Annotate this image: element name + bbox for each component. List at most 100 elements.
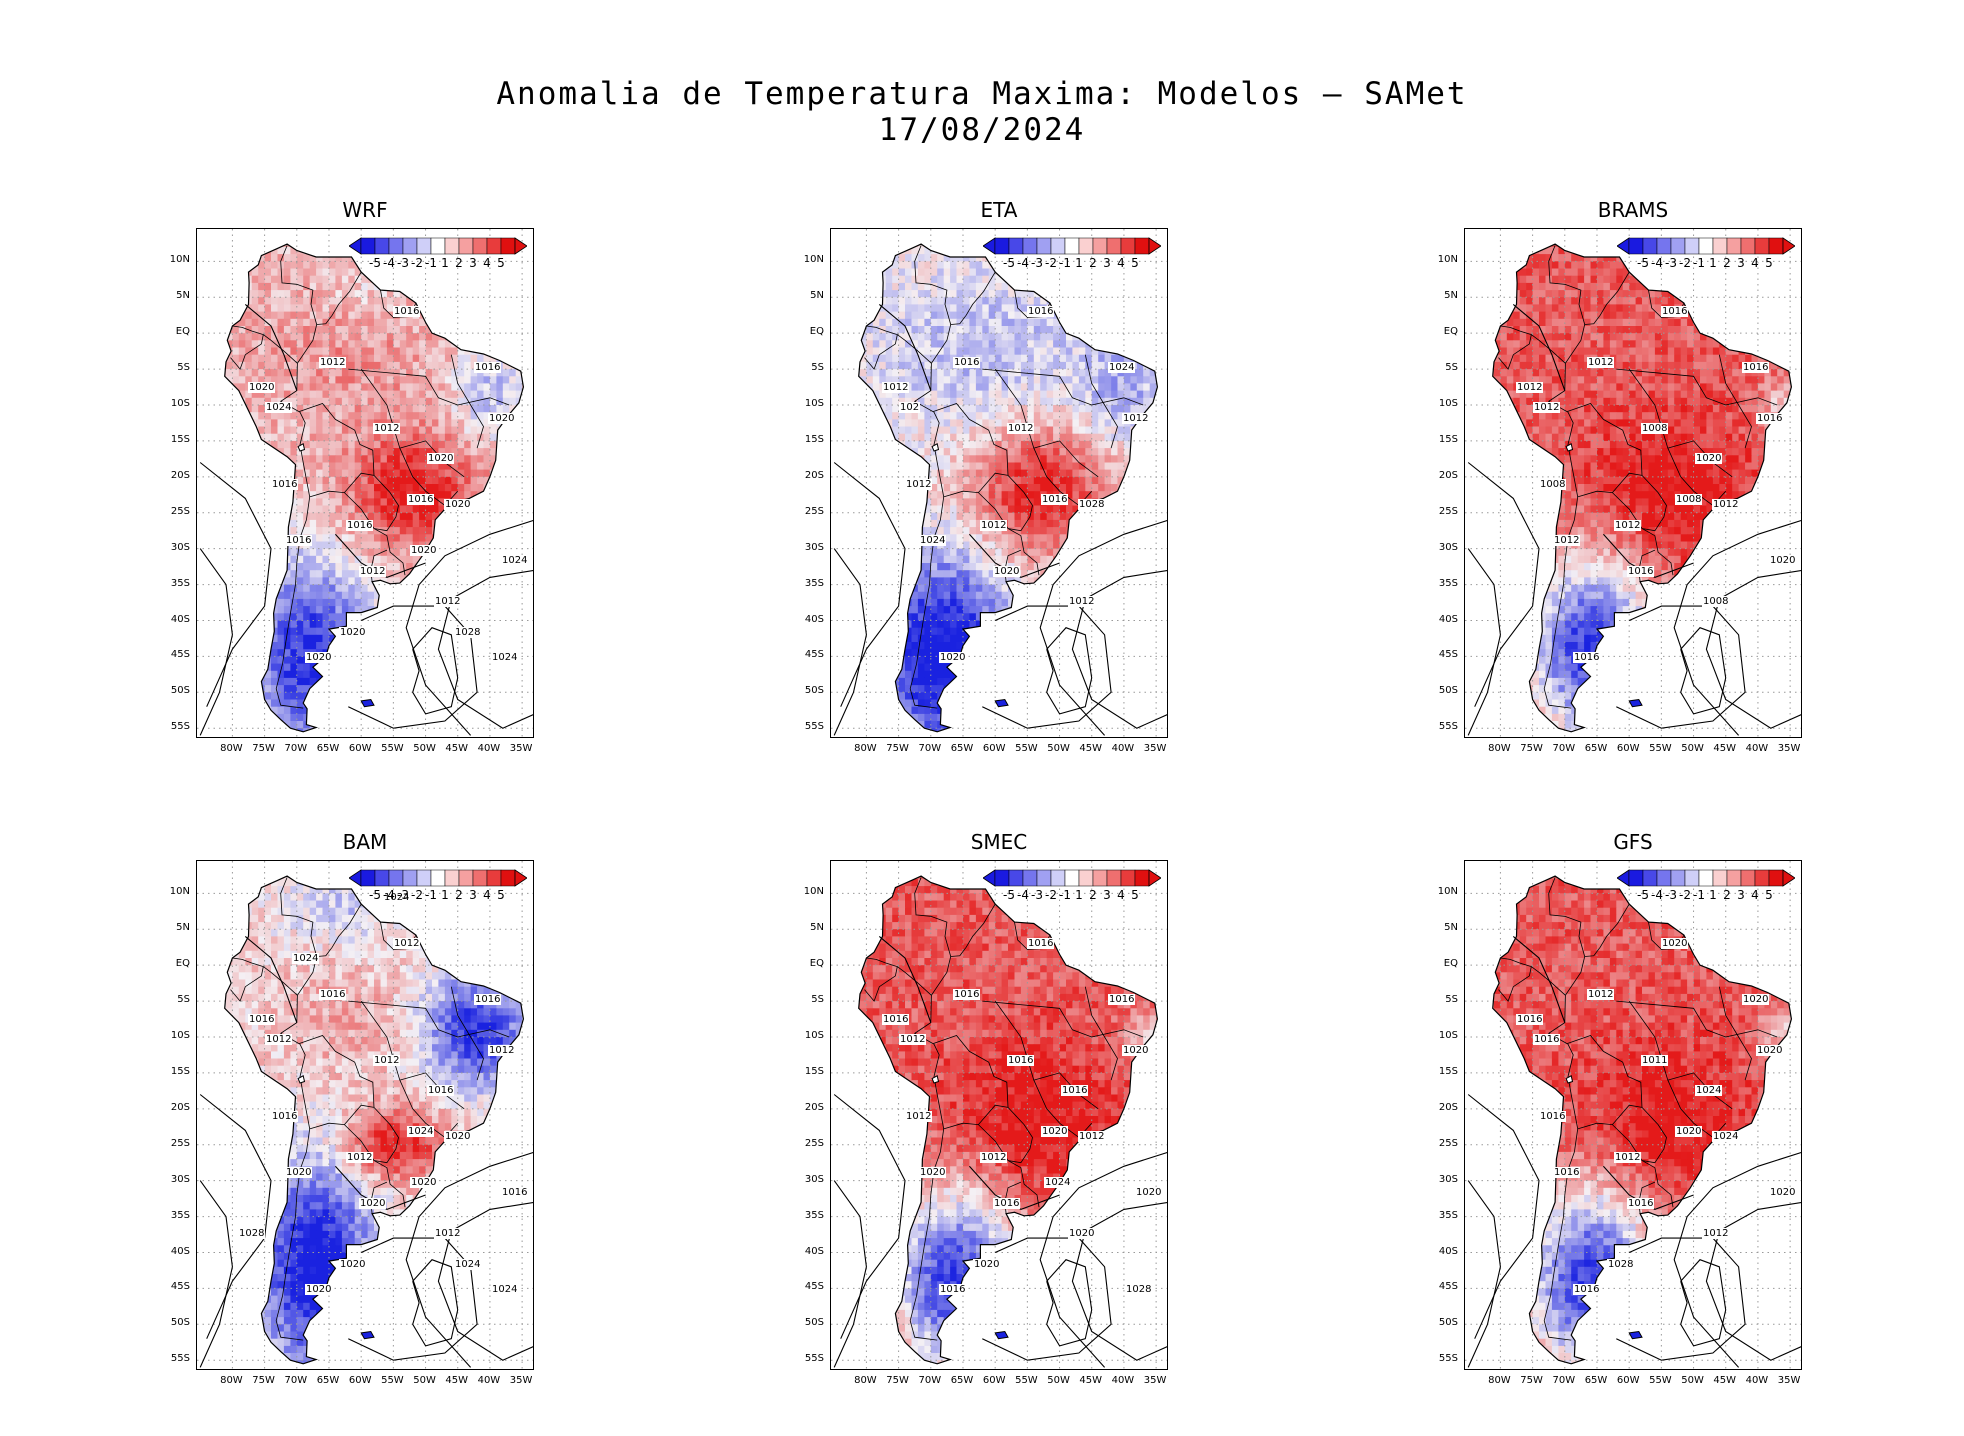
lat-tick-label: 45S: [1422, 650, 1458, 660]
isobar-label: 1028: [1125, 1284, 1153, 1295]
lat-tick-label: EQ: [788, 327, 824, 337]
lon-tick-label: 60W: [345, 1375, 375, 1386]
panel-smec: SMEC 1016 1012 1012 1020 1020 1016 1012 1016 1020…: [804, 830, 1168, 1386]
lat-tick-label: 55S: [1422, 1354, 1458, 1364]
colorbar-label: 4: [480, 257, 494, 269]
colorbar-label: 1: [1706, 889, 1720, 901]
isobar-label: 1028: [238, 1228, 266, 1239]
lon-tick-label: 60W: [1613, 743, 1643, 754]
colorbar-label: -4: [1650, 257, 1664, 269]
isobar-label: 1012: [1614, 1152, 1642, 1163]
isobar-label: 1016: [474, 362, 502, 373]
coastline-and-borders: [224, 875, 525, 1365]
isobar-label: 1024: [383, 892, 411, 903]
isobar-label: 1012: [488, 1045, 516, 1056]
colorbar-swatches: [349, 237, 527, 255]
lon-tick-label: 40W: [1742, 743, 1772, 754]
isobar-label: 1012: [1702, 1228, 1730, 1239]
lat-tick-label: 10S: [1422, 1031, 1458, 1041]
lat-tick-label: 40S: [154, 1246, 190, 1257]
isobar-label: 1016: [407, 494, 435, 505]
colorbar-label: 3: [1734, 257, 1748, 269]
panel-title: SMEC: [830, 830, 1168, 854]
lat-tick-label: 5N: [788, 923, 824, 933]
lat-tick-label: 30S: [154, 542, 190, 553]
lat-tick-label: 45S: [1422, 1282, 1458, 1292]
isobar-label: 1012: [980, 1152, 1008, 1163]
colorbar-label: -2: [1044, 889, 1058, 901]
isobar-label: 1020: [1756, 1045, 1784, 1056]
lat-tick-label: 10S: [154, 399, 190, 409]
lon-tick-label: 45W: [1710, 743, 1740, 754]
colorbar-label: -4: [1016, 889, 1030, 901]
lon-tick-label: 45W: [1710, 1375, 1740, 1386]
lat-tick-label: 20S: [1422, 1102, 1458, 1113]
lat-tick-label: 45S: [154, 650, 190, 660]
colorbar-label: 4: [1114, 889, 1128, 901]
isobar-label: 1012: [319, 357, 347, 368]
isobar-label: 1016: [501, 1187, 529, 1198]
lat-tick-label: 25S: [1422, 506, 1458, 517]
panel-bam: BAM 1012 1016 1012 1012 1012 1016 1012 1020 1024 1…: [170, 830, 534, 1386]
isobar-label: 1016: [248, 1014, 276, 1025]
lon-tick-label: 75W: [883, 743, 913, 754]
lon-tick-label: 65W: [313, 743, 343, 754]
lat-tick-label: 5S: [154, 995, 190, 1005]
lat-tick-label: 5S: [788, 995, 824, 1005]
isobar-label: 1020: [919, 1167, 947, 1178]
colorbar-label: -5: [1002, 257, 1016, 269]
lat-tick-label: 40S: [154, 614, 190, 625]
figure-date: 17/08/2024: [0, 112, 1964, 148]
isobar-label: 1024: [1712, 1131, 1740, 1142]
colorbar: -5 -4 -3 -2 -1 1 2 3 4 5: [1617, 869, 1795, 903]
colorbar-label: 3: [466, 889, 480, 901]
lat-tick-label: 50S: [788, 1318, 824, 1328]
lat-tick-label: 15S: [154, 1066, 190, 1077]
isobar-label: 1016: [1533, 1034, 1561, 1045]
isobar-label: 1012: [905, 479, 933, 490]
lat-tick-label: 55S: [154, 722, 190, 732]
lat-tick-label: 35S: [788, 578, 824, 589]
lon-tick-label: 70W: [1549, 743, 1579, 754]
colorbar: -5 -4 -3 -2 -1 1 2 3 4 5: [1617, 237, 1795, 271]
lat-tick-label: 5N: [1422, 923, 1458, 933]
lat-tick-label: 35S: [788, 1210, 824, 1221]
isobar-label: 1008: [1539, 479, 1567, 490]
isobar-label: 1024: [491, 1284, 519, 1295]
isobars: [1467, 935, 1801, 1368]
isobar-label: 1020: [285, 1167, 313, 1178]
lon-tick-label: 40W: [474, 743, 504, 754]
isobar-label: 1016: [1108, 994, 1136, 1005]
lat-tick-label: 30S: [1422, 542, 1458, 553]
isobar-label: 1016: [1627, 566, 1655, 577]
colorbar-label: -4: [382, 257, 396, 269]
isobar-label: 1024: [1695, 1085, 1723, 1096]
isobars: [833, 935, 1167, 1368]
isobar-label: 1024: [265, 402, 293, 413]
isobar-label: 1012: [1614, 520, 1642, 531]
colorbar: -5 -4 -3 -2 -1 1 2 3 4 5: [349, 237, 527, 271]
lat-tick-label: 55S: [154, 1354, 190, 1364]
isobar-label: 1016: [953, 357, 981, 368]
lat-tick-label: 35S: [1422, 578, 1458, 589]
isobar-label: 1020: [444, 499, 472, 510]
colorbar-label: -2: [1678, 257, 1692, 269]
colorbar-label: 4: [480, 889, 494, 901]
lon-tick-label: 50W: [1044, 743, 1074, 754]
lon-tick-label: 50W: [410, 743, 440, 754]
isobar-label: 1020: [1742, 994, 1770, 1005]
graticule: [1465, 861, 1801, 1369]
lat-tick-label: 5N: [788, 291, 824, 301]
isobars: [199, 935, 533, 1368]
lat-tick-label: 40S: [788, 1246, 824, 1257]
isobar-label: 1020: [939, 652, 967, 663]
isobar-label: 1012: [1122, 413, 1150, 424]
lat-tick-label: 30S: [788, 542, 824, 553]
colorbar-label: -2: [1678, 889, 1692, 901]
panel-title: ETA: [830, 198, 1168, 222]
panel-title: BAM: [196, 830, 534, 854]
isobar-label: 1016: [285, 535, 313, 546]
isobar-label: 1012: [434, 1228, 462, 1239]
colorbar-label: 1: [1706, 257, 1720, 269]
isobar-label: 1012: [1587, 357, 1615, 368]
